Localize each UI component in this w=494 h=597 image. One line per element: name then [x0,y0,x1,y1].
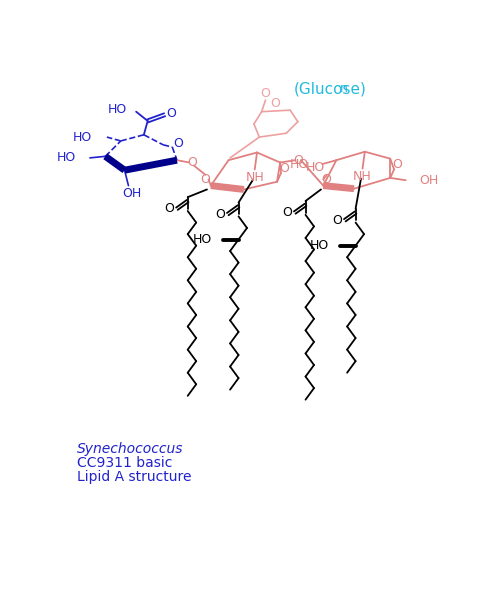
Text: NH: NH [246,171,264,184]
Text: O: O [282,206,292,219]
Text: O: O [279,162,289,175]
Text: O: O [201,173,210,186]
Text: n: n [340,82,348,95]
Text: HO: HO [108,103,127,116]
Text: O: O [332,214,342,227]
Text: NH: NH [353,170,372,183]
Text: HO: HO [305,161,325,174]
Text: HO: HO [73,131,92,144]
Text: Synechococcus: Synechococcus [77,442,183,456]
Text: O: O [215,208,225,220]
Text: O: O [187,156,197,169]
Text: OH: OH [419,174,439,187]
Text: O: O [166,107,176,120]
Text: O: O [293,153,303,167]
Text: HO: HO [57,152,76,164]
Text: O: O [270,97,280,110]
Text: O: O [173,137,183,150]
Text: O: O [392,158,402,171]
Text: O: O [165,202,174,215]
Text: O: O [260,87,270,100]
Text: HO: HO [290,158,309,171]
Text: CC9311 basic: CC9311 basic [77,456,172,470]
Text: HO: HO [193,233,212,246]
Text: OH: OH [123,187,142,200]
Text: Lipid A structure: Lipid A structure [77,470,191,484]
Text: HO: HO [310,239,329,252]
Text: (Glucose): (Glucose) [294,81,367,96]
Text: O: O [322,173,331,186]
